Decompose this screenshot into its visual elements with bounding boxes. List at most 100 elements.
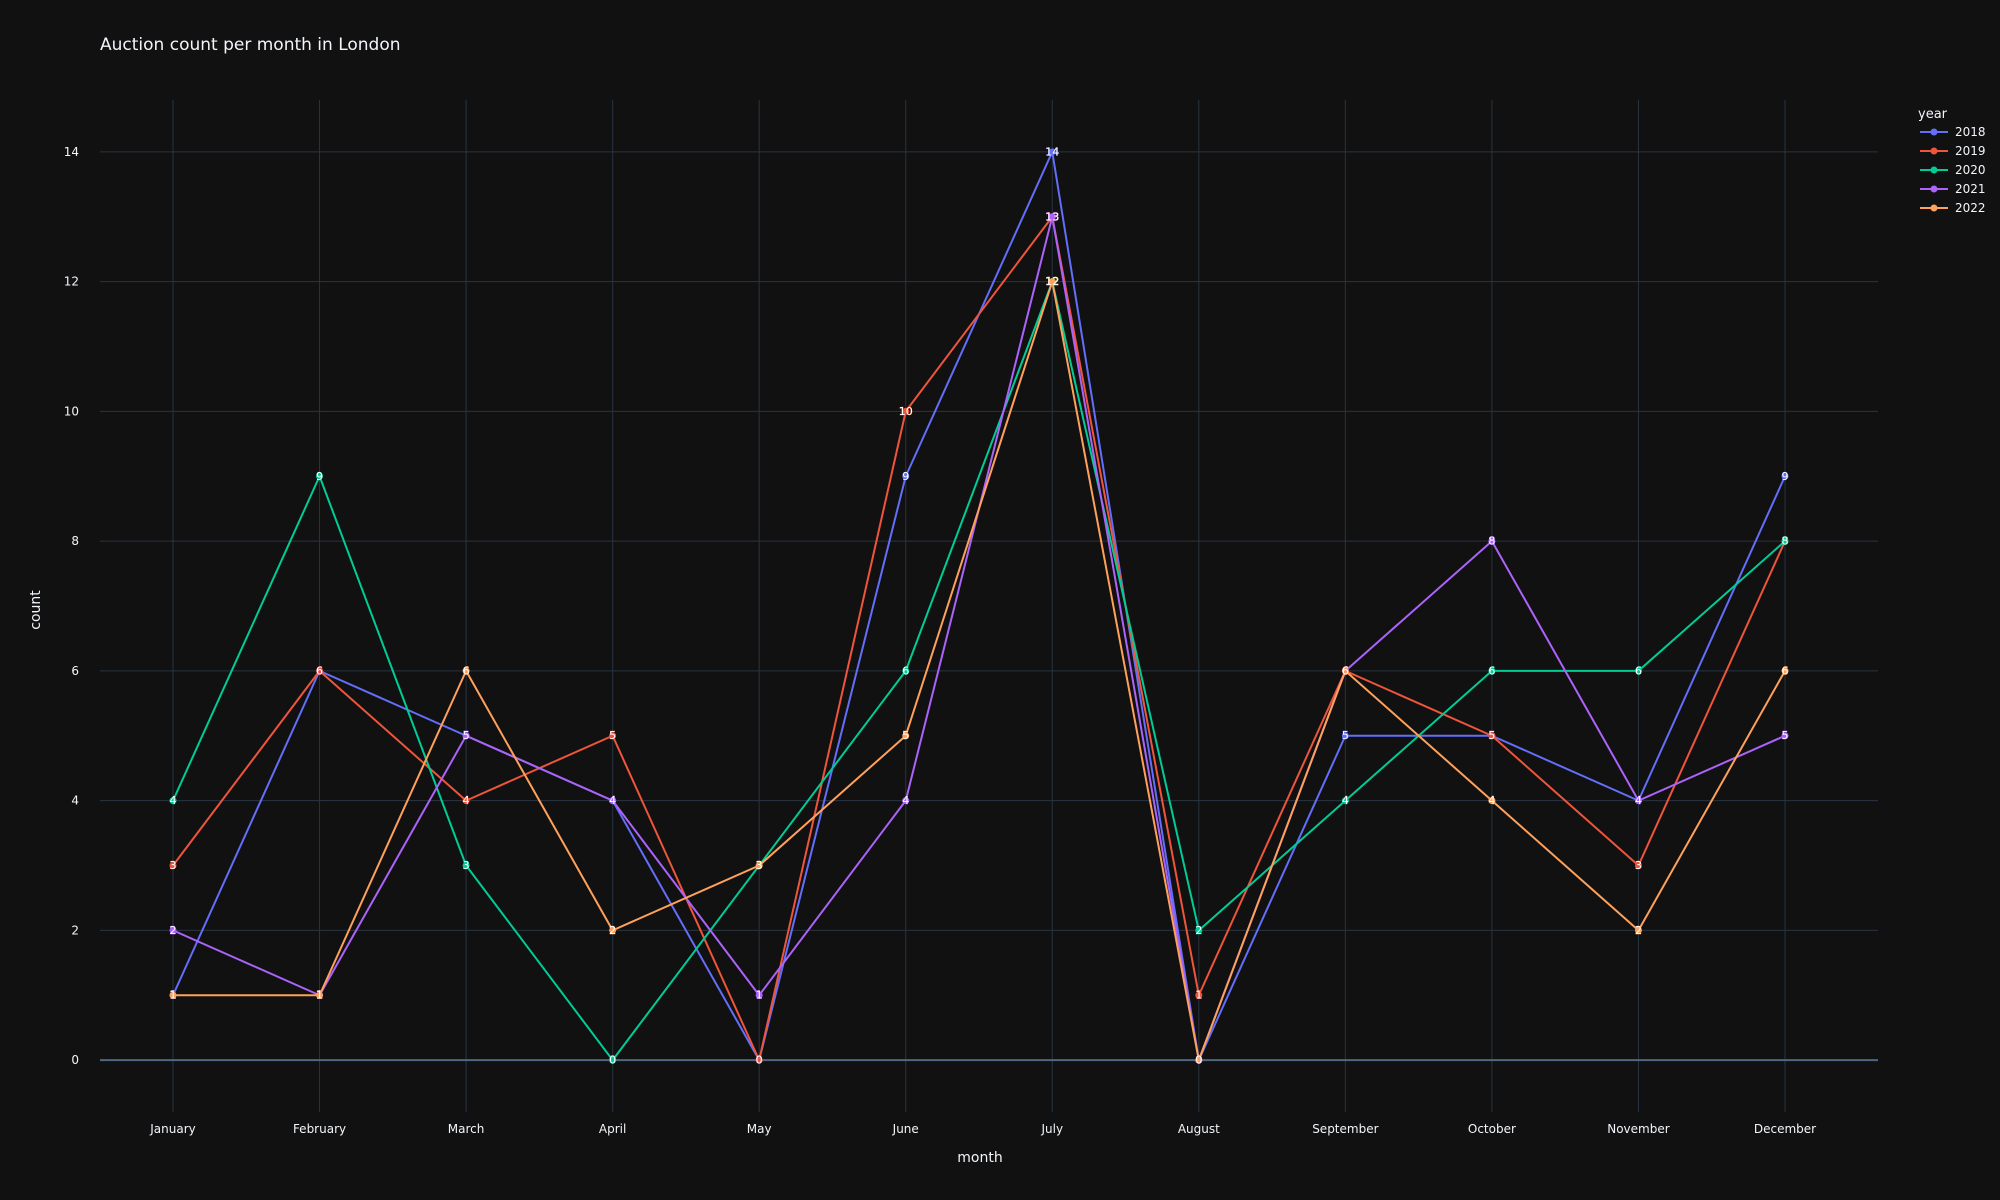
x-axis-title: month (957, 1150, 1002, 1166)
data-label-2018: 5 (463, 729, 470, 742)
data-point-2022 (1634, 926, 1642, 934)
data-label-2022: 6 (463, 664, 470, 677)
data-point-2019 (1488, 732, 1496, 740)
y-tick-labels: 0 2 4 6 8 10 12 14 (64, 145, 79, 1067)
x-tick-label: August (1178, 1122, 1220, 1136)
x-tick-label: February (293, 1122, 346, 1136)
data-point-2020 (316, 472, 324, 480)
y-tick-label: 14 (64, 145, 79, 159)
data-point-2020 (169, 797, 177, 805)
data-label-2022: 1 (170, 989, 177, 1002)
y-tick-label: 6 (71, 664, 79, 678)
legend: year 2018 2019 2020 2021 2022 (1918, 107, 1986, 215)
x-tick-label: October (1468, 1122, 1516, 1136)
data-point-2020 (1634, 667, 1642, 675)
legend-label-2021[interactable]: 2021 (1955, 182, 1986, 196)
data-label-2022: 6 (1342, 664, 1349, 677)
data-point-2020 (902, 667, 910, 675)
data-label-2022: 4 (1488, 794, 1495, 807)
y-tick-label: 12 (64, 275, 79, 289)
data-point-2022 (462, 667, 470, 675)
legend-label-2020[interactable]: 2020 (1955, 163, 1986, 177)
data-point-2022 (1488, 797, 1496, 805)
data-label-2022: 5 (902, 729, 909, 742)
x-tick-label: May (747, 1122, 772, 1136)
data-label-2019: 1 (1195, 989, 1202, 1002)
data-point-2021 (1634, 797, 1642, 805)
x-tick-label: April (599, 1122, 626, 1136)
data-label-2020: 6 (1635, 664, 1642, 677)
data-label-2020: 9 (316, 470, 323, 483)
data-label-2020: 6 (902, 664, 909, 677)
data-label-2018: 14 (1045, 145, 1059, 158)
x-tick-labels: January February March April May June July Augu… (149, 1122, 1816, 1136)
data-point-2018 (1341, 732, 1349, 740)
data-label-2018: 9 (902, 470, 909, 483)
y-tick-label: 2 (71, 923, 79, 937)
legend-label-2022[interactable]: 2022 (1955, 201, 1986, 215)
legend-marker-2022 (1930, 204, 1938, 212)
data-label-2019: 5 (1488, 729, 1495, 742)
x-tick-label: September (1312, 1122, 1378, 1136)
series-line-2022 (173, 280, 1786, 1062)
data-label-2020: 8 (1782, 535, 1789, 548)
legend-marker-2018 (1930, 128, 1938, 136)
data-point-2022 (316, 991, 324, 999)
x-tick-label: December (1754, 1122, 1816, 1136)
legend-title: year (1918, 107, 1948, 122)
legend-label-2019[interactable]: 2019 (1955, 144, 1986, 158)
data-point-2019 (316, 667, 324, 675)
data-label-2021: 13 (1045, 210, 1059, 223)
data-label-2020: 12 (1045, 275, 1059, 288)
data-label-2021: 6 (1342, 664, 1349, 677)
data-label-2018: 6 (316, 664, 323, 677)
data-point-2022 (169, 991, 177, 999)
data-point-2020 (1781, 537, 1789, 545)
x-tick-label: July (1040, 1122, 1063, 1136)
data-label-2021: 5 (1782, 729, 1789, 742)
data-label-2021: 8 (1488, 535, 1495, 548)
data-point-2018 (1781, 472, 1789, 480)
data-label-2022: 12 (1045, 275, 1059, 288)
x-gridlines (172, 100, 1786, 1112)
data-label-2021: 5 (463, 729, 470, 742)
series-line-2020 (172, 280, 1786, 1062)
chart-title: Auction count per month in London (100, 35, 401, 55)
data-point-2020 (1341, 797, 1349, 805)
data-label-2021: 1 (316, 989, 323, 1002)
data-label-2019: 0 (756, 1054, 763, 1067)
data-point-2019 (1195, 991, 1203, 999)
data-label-2020: 6 (1488, 664, 1495, 677)
legend-marker-2020 (1930, 166, 1938, 174)
data-label-2019: 8 (1782, 535, 1789, 548)
data-label-2021: 2 (170, 924, 177, 937)
data-label-2020: 0 (609, 1054, 616, 1067)
data-point-2022 (1781, 667, 1789, 675)
data-label-2022: 0 (1195, 1054, 1202, 1067)
legend-marker-2019 (1930, 147, 1938, 155)
data-point-2019 (609, 732, 617, 740)
data-label-2018: 4 (609, 794, 616, 807)
data-point-2021 (1781, 732, 1789, 740)
data-label-2019: 3 (170, 859, 177, 872)
data-label-2018: 0 (1195, 1054, 1202, 1067)
series-lines (172, 150, 1786, 1062)
data-label-2020: 2 (1195, 924, 1202, 937)
y-tick-label: 0 (71, 1053, 79, 1067)
data-label-2022: 3 (756, 859, 763, 872)
y-axis-title: count (28, 590, 44, 630)
x-tick-label: June (892, 1122, 919, 1136)
data-label-2022: 2 (1635, 924, 1642, 937)
data-label-2019: 6 (1342, 664, 1349, 677)
data-point-2020 (609, 1056, 617, 1064)
data-label-2022: 6 (1782, 664, 1789, 677)
data-label-2019: 10 (899, 405, 913, 418)
y-gridlines (100, 151, 1878, 1062)
data-label-2019: 13 (1045, 210, 1059, 223)
data-point-2019 (755, 1056, 763, 1064)
legend-label-2018[interactable]: 2018 (1955, 125, 1986, 139)
legend-marker-2021 (1930, 185, 1938, 193)
data-label-2021: 4 (1635, 794, 1642, 807)
